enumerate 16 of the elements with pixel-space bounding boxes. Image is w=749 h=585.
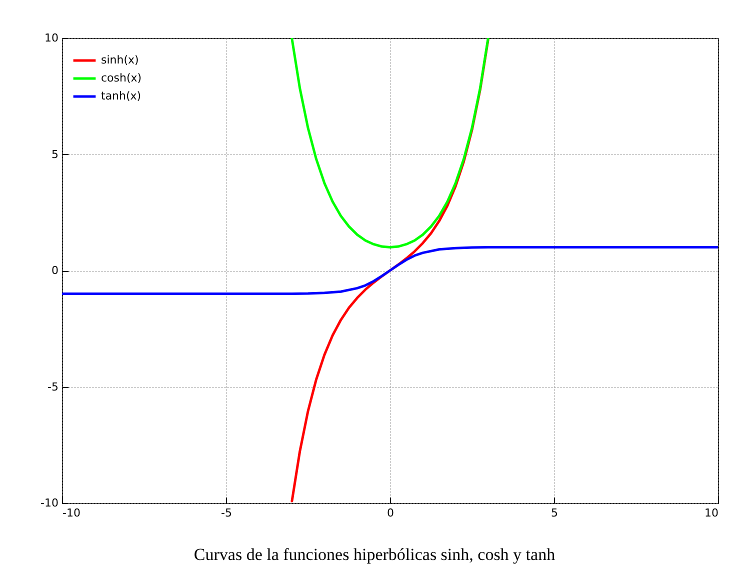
y-tick-label: 5: [52, 148, 58, 161]
x-tick-label: 0: [387, 506, 394, 520]
text: Curvas de la funciones hiperbólicas sinh, cosh y tanh: [192, 545, 556, 565]
line-series: [290, 38, 490, 248]
x-tick-label: -5: [221, 506, 232, 520]
legend-label: tanh(x): [101, 90, 142, 102]
y-tick-label: 0: [52, 264, 58, 277]
x-tick-label: 5: [551, 506, 558, 520]
legend-label: cosh(x): [101, 72, 142, 84]
y-tick-label: 10: [44, 32, 58, 44]
y-tick-label: -10: [40, 496, 58, 510]
y-tick-label: -5: [48, 380, 58, 394]
legend-label: sinh(x): [101, 54, 139, 66]
x-tick-label: -10: [62, 506, 80, 520]
line-series: [62, 246, 718, 295]
x-tick-label: 10: [704, 506, 718, 520]
